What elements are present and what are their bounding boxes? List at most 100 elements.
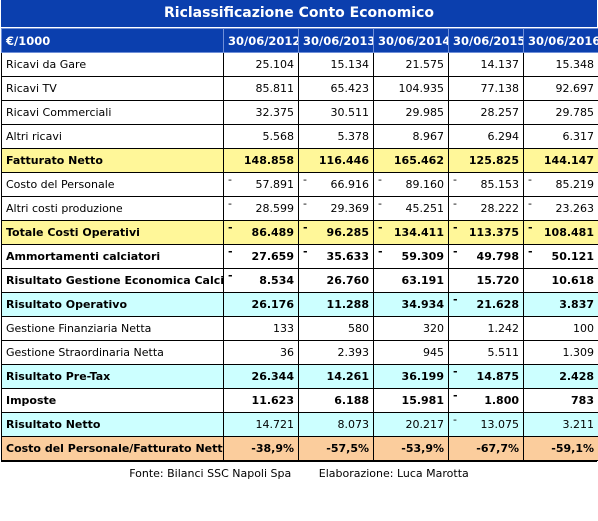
cell-value: 29.369 (330, 202, 370, 215)
value-cell: 20.217 (373, 412, 449, 437)
value-cell: - 57.891 (223, 172, 299, 197)
value-cell: 125.825 (448, 148, 524, 173)
table-row: Altri costi produzione -28.599-29.369-45.… (1, 196, 598, 221)
value-cell: - 13.075 (448, 412, 524, 437)
row-label: Risultato Pre-Tax (1, 364, 224, 389)
cell-value: 28.599 (255, 202, 295, 215)
value-cell: 8.073 (298, 412, 374, 437)
value-cell: 2.428 (523, 364, 598, 389)
value-cell: 36 (223, 340, 299, 365)
value-cell: 3.211 (523, 412, 598, 437)
negative-sign: - (228, 269, 233, 283)
cell-value: 77.138 (480, 82, 520, 95)
cell-value: -53,9% (401, 442, 444, 455)
value-cell: -134.411 (373, 220, 449, 245)
cell-value: 36.199 (401, 370, 444, 383)
value-cell: -57,5% (298, 436, 374, 461)
cell-value: 30.511 (330, 106, 370, 119)
negative-sign: - (378, 197, 382, 211)
value-cell: 320 (373, 316, 449, 341)
author-note: Elaborazione: Luca Marotta (318, 467, 469, 480)
value-cell: - 14.875 (448, 364, 524, 389)
cell-value: 1.800 (484, 394, 519, 407)
cell-value: 8.967 (412, 130, 445, 143)
value-cell: 783 (523, 388, 598, 413)
value-cell: - 86.489 (223, 220, 299, 245)
value-cell: 945 (373, 340, 449, 365)
value-cell: - 28.599 (223, 196, 299, 221)
cell-value: 15.981 (401, 394, 444, 407)
negative-sign: - (303, 245, 308, 259)
cell-value: 11.623 (251, 394, 294, 407)
value-cell: - 28.222 (448, 196, 524, 221)
value-cell: 15.348 (523, 52, 598, 77)
value-cell: 3.837 (523, 292, 598, 317)
cell-value: 23.263 (555, 202, 595, 215)
cell-value: 320 (423, 322, 444, 335)
header-row: €/1000 30/06/2012 30/06/2013 30/06/2014 … (1, 28, 598, 53)
value-cell: - 66.916 (298, 172, 374, 197)
cell-value: 29.985 (405, 106, 445, 119)
cell-value: 85.811 (255, 82, 295, 95)
value-cell: 21.575 (373, 52, 449, 77)
table-row: Gestione Finanziaria Netta 133 580 320 1.242… (1, 316, 598, 341)
value-cell: 14.137 (448, 52, 524, 77)
cell-value: 27.659 (251, 250, 294, 263)
value-cell: -59,1% (523, 436, 598, 461)
negative-sign: - (453, 221, 458, 235)
row-label: Ricavi TV (1, 76, 224, 101)
cell-value: 783 (571, 394, 594, 407)
value-cell: - 96.285 (298, 220, 374, 245)
value-cell: 165.462 (373, 148, 449, 173)
value-cell: 65.423 (298, 76, 374, 101)
year-header: 30/06/2012 (223, 28, 299, 53)
value-cell: - 85.153 (448, 172, 524, 197)
value-cell: - 85.219 (523, 172, 598, 197)
cell-value: 6.188 (334, 394, 369, 407)
cell-value: 21.628 (476, 298, 519, 311)
cell-value: 34.934 (401, 298, 444, 311)
value-cell: 32.375 (223, 100, 299, 125)
value-cell: 29.985 (373, 100, 449, 125)
cell-value: 15.720 (476, 274, 519, 287)
table-row: Costo del Personale -57.891-66.916-89.160… (1, 172, 598, 197)
value-cell: 11.288 (298, 292, 374, 317)
cell-value: 10.618 (551, 274, 594, 287)
cell-value: 89.160 (405, 178, 445, 191)
row-label: Costo del Personale (1, 172, 224, 197)
row-label: Altri ricavi (1, 124, 224, 149)
negative-sign: - (303, 173, 307, 187)
cell-value: 8.073 (337, 418, 370, 431)
cell-value: 104.935 (398, 82, 445, 95)
negative-sign: - (528, 197, 532, 211)
negative-sign: - (378, 245, 383, 259)
cell-value: 85.219 (555, 178, 595, 191)
cell-value: 945 (423, 346, 444, 359)
cell-value: 49.798 (476, 250, 519, 263)
negative-sign: - (453, 389, 458, 403)
value-cell: 85.811 (223, 76, 299, 101)
value-cell: - 1.800 (448, 388, 524, 413)
negative-sign: - (378, 173, 382, 187)
cell-value: 2.428 (559, 370, 594, 383)
year-header: 30/06/2014 (373, 28, 449, 53)
value-cell: 148.858 (223, 148, 299, 173)
negative-sign: - (228, 197, 232, 211)
value-cell: 580 (298, 316, 374, 341)
cell-value: 1.309 (562, 346, 595, 359)
value-cell: -108.481 (523, 220, 598, 245)
cell-value: 66.916 (330, 178, 370, 191)
year-header: 30/06/2016 (523, 28, 598, 53)
cell-value: 8.534 (259, 274, 294, 287)
value-cell: 11.623 (223, 388, 299, 413)
cell-value: 165.462 (393, 154, 444, 167)
negative-sign: - (453, 173, 457, 187)
value-cell: - 59.309 (373, 244, 449, 269)
cell-value: 59.309 (401, 250, 444, 263)
table-row: Fatturato Netto 148.858 116.446 165.462 125.… (1, 148, 598, 173)
cell-value: 86.489 (251, 226, 294, 239)
cell-value: 125.825 (468, 154, 519, 167)
cell-value: 580 (348, 322, 369, 335)
cell-value: 28.257 (480, 106, 520, 119)
value-cell: 5.378 (298, 124, 374, 149)
